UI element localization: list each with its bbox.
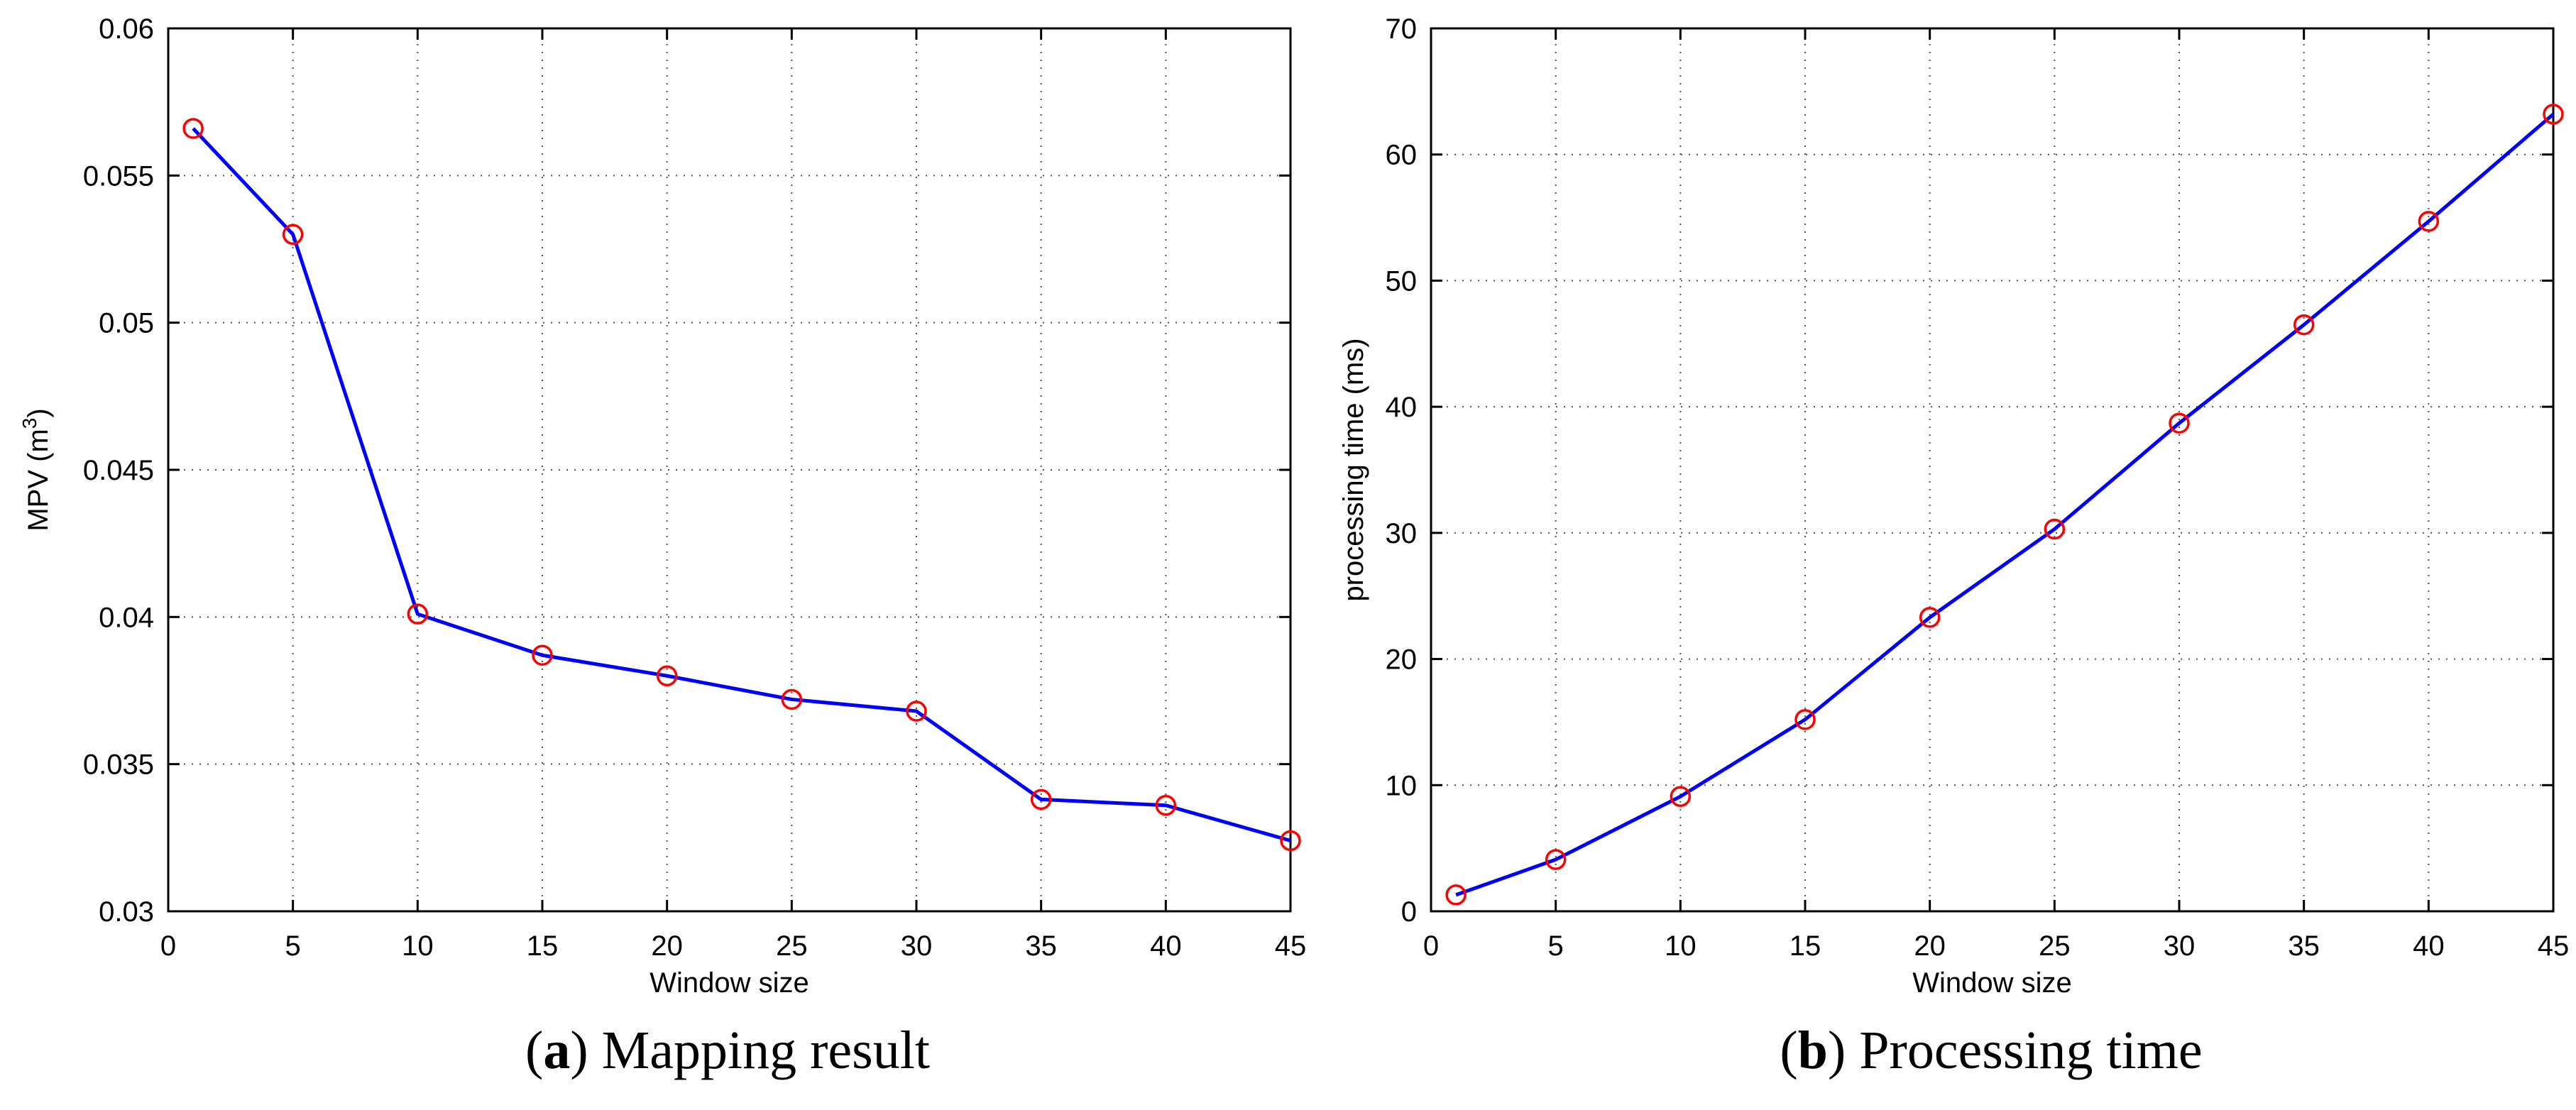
y-tick-label: 40 [1386,392,1418,423]
data-point [1794,709,1816,730]
data-point [1919,607,1941,628]
data-point [781,688,803,710]
data-point [2293,314,2315,336]
x-tick-label: 5 [1548,930,1564,962]
data-point [407,603,429,625]
data-point [1445,884,1467,906]
y-tick-label: 60 [1386,140,1418,171]
data-point [182,118,204,139]
caption-a: (a) Mapping result [525,1021,930,1080]
y-tick-label: 10 [1386,770,1418,801]
data-point [282,224,304,246]
x-tick-label: 40 [1150,930,1182,962]
x-tick-label: 45 [2538,930,2570,962]
x-tick-label: 25 [2039,930,2071,962]
data-point [2044,518,2066,540]
y-tick-label: 0.04 [99,602,154,633]
x-tick-label: 35 [2288,930,2320,962]
data-point [1670,786,1692,808]
y-axis-label: MPV (m3) [18,408,54,531]
data-point [2169,412,2190,434]
x-tick-label: 40 [2413,930,2445,962]
y-tick-label: 50 [1386,265,1418,297]
y-tick-label: 30 [1386,518,1418,549]
y-tick-label: 0.03 [99,896,154,928]
x-axis-label: Window size [1912,967,2072,999]
y-tick-label: 0.045 [83,455,154,486]
x-tick-label: 15 [527,930,559,962]
data-point [906,700,927,722]
x-tick-label: 10 [402,930,434,962]
x-tick-label: 0 [160,930,176,962]
data-point [1545,849,1567,870]
series-line [192,127,1291,842]
x-axis-label: Window size [650,967,809,999]
y-tick-label: 70 [1386,13,1418,45]
caption-b: (b) Processing time [1780,1021,2203,1080]
x-tick-label: 35 [1025,930,1057,962]
y-tick-label: 0.035 [83,749,154,781]
x-tick-label: 10 [1665,930,1697,962]
data-point [656,665,678,687]
x-tick-label: 30 [901,930,933,962]
x-tick-label: 5 [285,930,301,962]
y-axis-label-unit-close: ) [23,408,54,417]
x-tick-label: 20 [1914,930,1946,962]
y-tick-label: 0.05 [99,308,154,339]
x-tick-label: 45 [1275,930,1307,962]
y-axis-label-sup: 3 [18,418,40,429]
data-point [532,644,553,666]
y-tick-label: 20 [1386,644,1418,676]
chart-panel-b: 0 5 10 15 20 25 30 35 40 45 0 10 20 30 40 50 60 70 Window … [1338,13,2569,999]
x-tick-label: 25 [776,930,808,962]
x-tick-label: 15 [1790,930,1821,962]
caption-b-letter: b [1797,1021,1828,1080]
x-tick-label: 30 [2164,930,2196,962]
y-tick-label: 0 [1401,896,1417,928]
data-point [1280,830,1301,852]
data-point [1030,788,1052,810]
caption-a-letter: a [543,1021,571,1080]
data-point [2543,104,2564,125]
caption-b-text: Processing time [1859,1021,2203,1080]
y-axis-label: processing time (ms) [1338,338,1369,601]
x-tick-label: 20 [651,930,683,962]
y-axis-label-text: MPV (m [23,429,54,531]
data-point [2418,211,2440,232]
caption-a-text: Mapping result [601,1021,930,1080]
series-line [1455,112,2555,897]
data-point [1155,794,1177,816]
y-tick-label: 0.055 [83,160,154,192]
chart-panel-a: 0 5 10 15 20 25 30 35 40 45 0.03 0.035 0.04 0.045 0.05… [18,13,1306,999]
plot-frame [1430,27,2555,913]
x-tick-label: 0 [1423,930,1439,962]
y-tick-label: 0.06 [99,13,154,45]
